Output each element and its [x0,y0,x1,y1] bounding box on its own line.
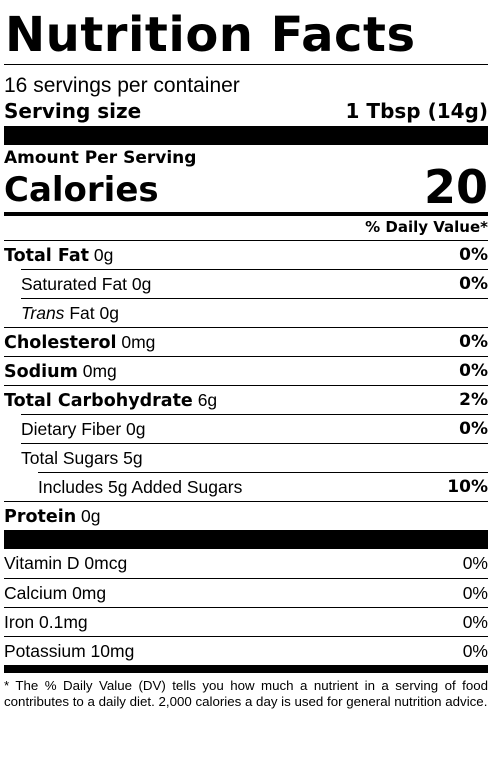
calories-label: Calories [4,170,159,210]
amount-per-serving: Amount Per Serving [4,148,197,168]
thick-divider [4,126,488,145]
nutrient-amount: 0g [131,273,152,294]
nutrient-daily-value: 0% [459,245,488,265]
nutrient-row-total-carbohydrate: Total Carbohydrate 6g 2% [4,385,488,414]
daily-value-header: % Daily Value* [365,218,488,236]
calories-value: 20 [423,160,488,214]
nutrient-row-trans-fat: Trans Fat 0g [21,298,488,327]
nutrient-daily-value: 0% [459,361,488,381]
nutrition-facts-label: Nutrition Facts 16 servings per containe… [0,6,492,758]
nutrient-name-italic: Trans [21,302,65,323]
nutrient-name: Cholesterol [4,332,117,353]
nutrient-amount: 0mg [82,360,117,381]
serving-size-row: Serving size 1 Tbsp (14g) [4,98,488,124]
nutrient-amount: 0g [93,244,114,265]
calories-row: Calories 20 [4,164,488,210]
nutrient-row-saturated-fat: Saturated Fat 0g 0% [21,269,488,298]
nutrient-row-total-sugars: Total Sugars 5g [21,443,488,472]
vitamin-row-iron: Iron 0.1mg 0% [4,607,488,636]
nutrient-row-added-sugars: Includes 5g Added Sugars 10% [38,472,488,501]
nutrient-amount: 0g [81,505,101,526]
nutrient-row-cholesterol: Cholesterol 0mg 0% [4,327,488,356]
nutrient-row-total-fat: Total Fat 0g 0% [4,240,488,269]
nutrient-amount: 0g [99,302,119,323]
vitamin-daily-value: 0% [462,553,488,573]
nutrient-name: Protein [4,506,77,527]
vitamin-daily-value: 0% [462,582,488,603]
medium-divider [4,212,488,216]
nutrient-row-protein: Protein 0g [4,501,488,530]
vitamin-daily-value: 0% [462,640,488,661]
thick-divider [4,530,488,549]
nutrient-daily-value: 0% [459,274,488,294]
nutrient-name: Sodium [4,361,78,382]
nutrient-daily-value: 10% [447,477,488,497]
nutrient-amount: 0mg [121,331,156,352]
nutrient-name: Dietary Fiber [21,418,122,439]
vitamin-row-calcium: Calcium 0mg 0% [4,578,488,607]
nutrient-amount: 6g [197,389,218,410]
daily-value-footnote: * The % Daily Value (DV) tells you how m… [4,678,488,709]
nutrient-name: Includes 5g Added Sugars [38,476,243,497]
vitamin-name: Iron 0.1mg [4,611,88,632]
nutrient-name: Total Carbohydrate [4,390,193,411]
serving-size-label: Serving size [4,99,142,123]
nutrient-name: Saturated Fat [21,273,128,294]
vitamin-row-potassium: Potassium 10mg 0% [4,636,488,665]
vitamin-name: Potassium 10mg [4,640,135,661]
medium-divider [4,665,488,673]
nutrient-name: Total Fat [4,245,90,266]
nutrient-daily-value: 0% [459,419,488,439]
vitamin-daily-value: 0% [462,611,488,632]
servings-per-container: 16 servings per container [4,74,240,97]
nutrient-row-sodium: Sodium 0mg 0% [4,356,488,385]
divider [4,64,488,65]
nutrient-amount: 0g [126,418,146,439]
vitamin-row-vitamin-d: Vitamin D 0mcg 0% [4,549,488,578]
nutrient-daily-value: 0% [459,332,488,352]
vitamin-name: Calcium 0mg [4,582,107,603]
vitamin-name: Vitamin D 0mcg [4,553,128,573]
label-title: Nutrition Facts [5,7,416,63]
serving-size-value: 1 Tbsp (14g) [345,99,488,123]
nutrient-name: Fat [69,302,95,323]
nutrient-daily-value: 2% [459,390,488,410]
nutrient-name: Total Sugars [21,447,119,468]
nutrient-row-dietary-fiber: Dietary Fiber 0g 0% [21,414,488,443]
nutrient-amount: 5g [123,447,143,468]
